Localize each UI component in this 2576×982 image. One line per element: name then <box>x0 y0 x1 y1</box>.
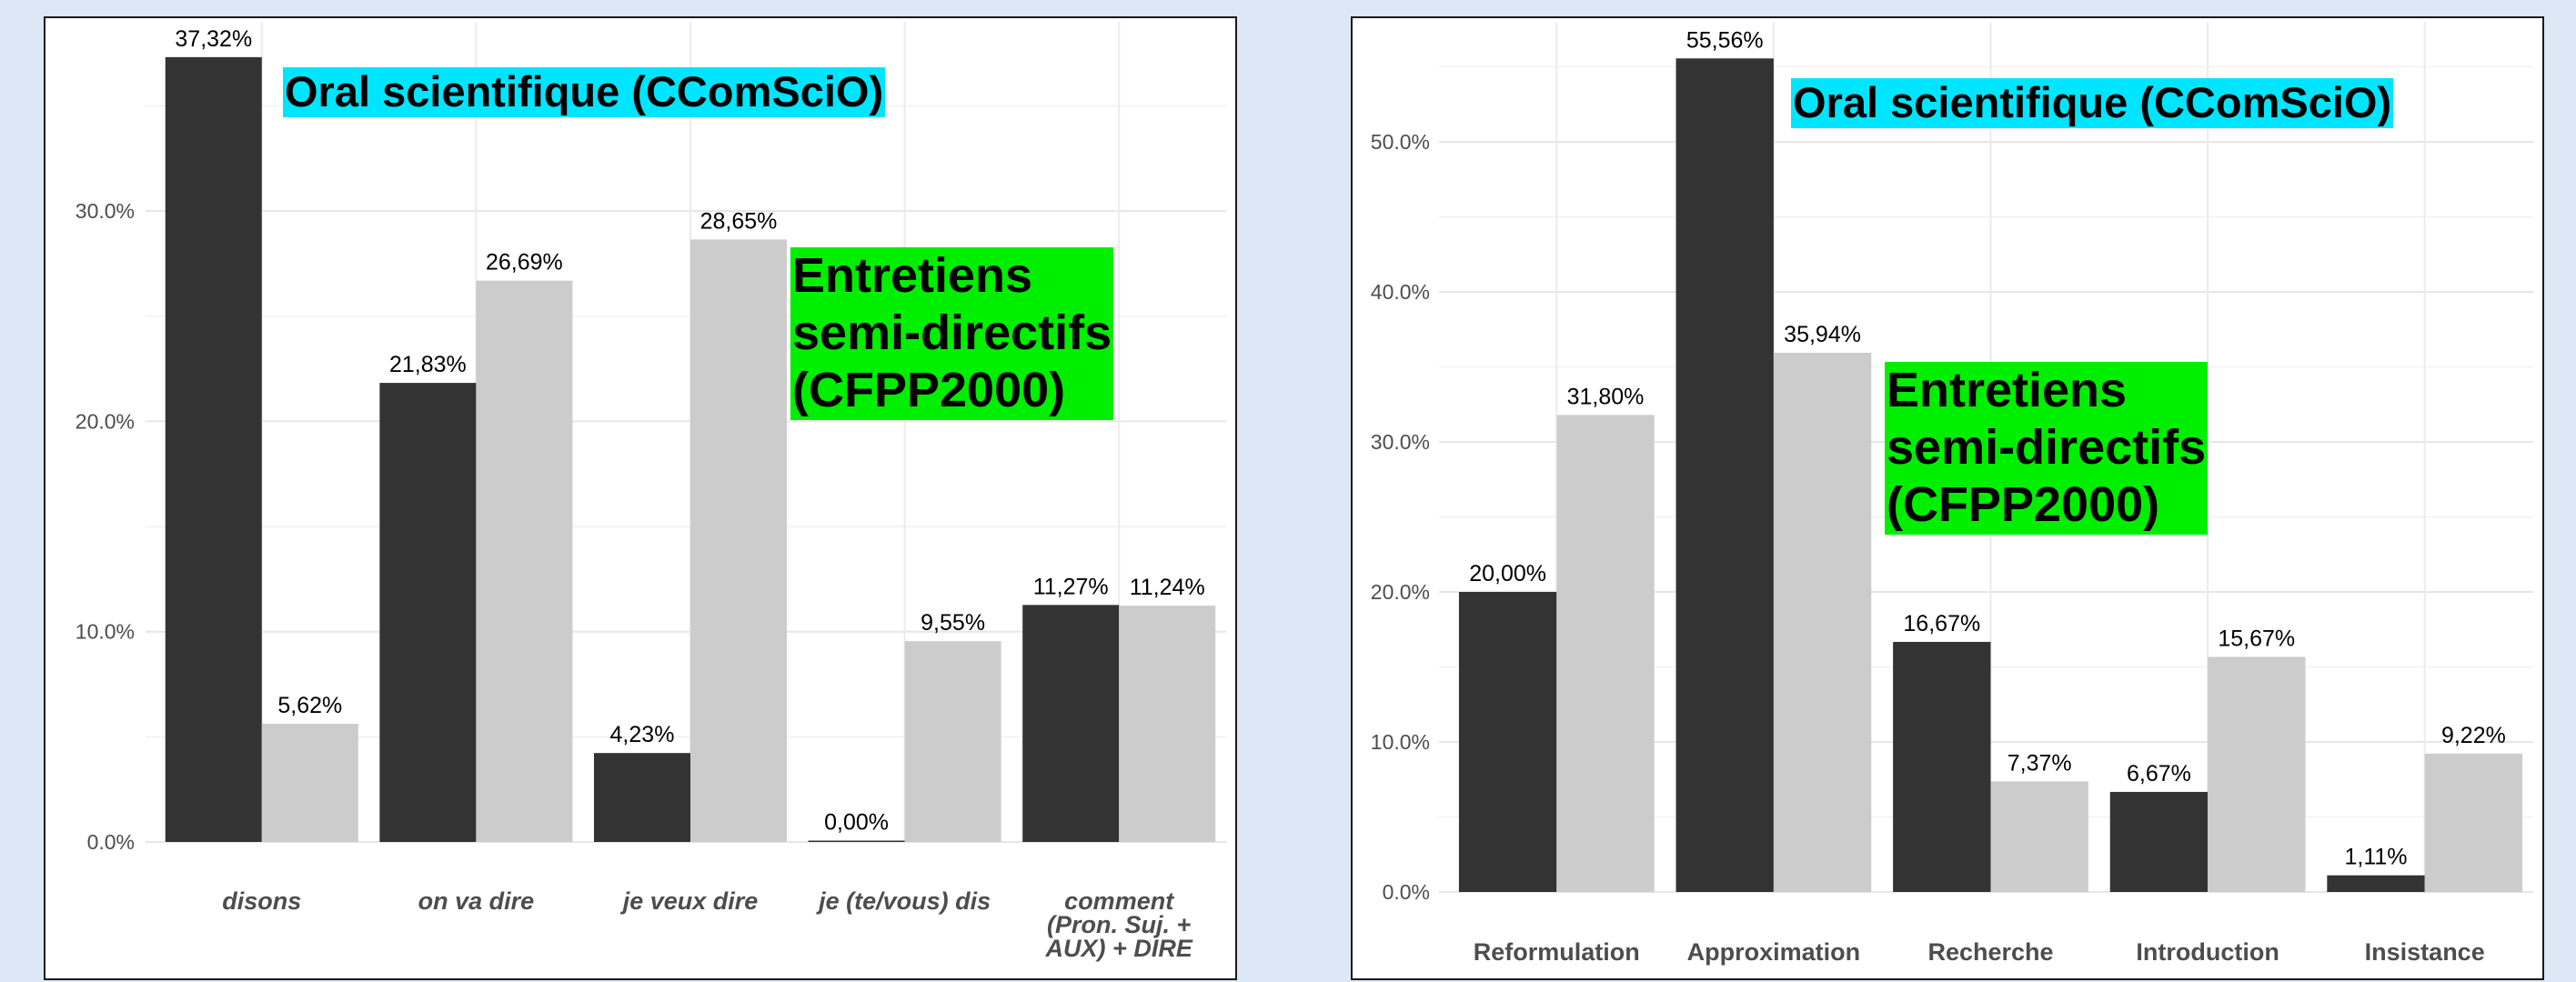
data-label: 1,11% <box>2344 845 2407 870</box>
y-tick-label: 0.0% <box>1383 880 1430 904</box>
data-label: 0,00% <box>824 810 889 836</box>
x-tick-label: je (te/vous) dis <box>816 887 991 915</box>
data-label: 11,27% <box>1033 574 1109 599</box>
chart-panel-right: 0.0% 10.0% 20.0% 30.0% 40.0% 50.0% 20,00% 55,56… <box>1351 16 2544 980</box>
x-tick-label: Approximation <box>1687 938 1861 966</box>
data-label: 11,24% <box>1130 575 1205 600</box>
bar <box>2208 656 2306 892</box>
data-label: 7,37% <box>2007 750 2072 776</box>
bar <box>1022 605 1120 842</box>
data-label: 6,67% <box>2127 761 2191 787</box>
bar <box>690 239 788 842</box>
data-label: 26,69% <box>486 250 563 276</box>
legend-label-entretiens: Entretiens semi-directifs (CFPP2000) <box>1885 362 2209 535</box>
legend-label-oral-scientifique: Oral scientifique (CComSciO) <box>283 67 886 117</box>
bar <box>808 840 905 842</box>
data-label: 15,67% <box>2218 626 2295 651</box>
bar <box>1458 592 1557 892</box>
y-tick-label: 20.0% <box>1371 580 1430 604</box>
bar <box>165 56 262 842</box>
legend-label-oral-scientifique: Oral scientifique (CComSciO) <box>1791 78 2394 128</box>
y-tick-label: 50.0% <box>1371 130 1430 154</box>
chart-svg-right: 0.0% 10.0% 20.0% 30.0% 40.0% 50.0% 20,00% 55,56… <box>1371 22 2533 966</box>
chart-panel-left: 0.0% 10.0% 20.0% 30.0% 37,32% 21,83% 4,23% 0,00… <box>44 16 1237 980</box>
x-tick-label: disons <box>222 887 301 915</box>
x-tick-label: Introduction <box>2136 938 2279 966</box>
bar <box>1556 415 1655 892</box>
data-label: 21,83% <box>389 352 467 377</box>
legend-label-entretiens: Entretiens semi-directifs (CFPP2000) <box>790 247 1114 420</box>
x-tick-label: comment (Pron. Suj. + AUX) + DIRE <box>1045 887 1193 962</box>
data-label: 4,23% <box>610 722 675 747</box>
bar <box>1990 781 2088 892</box>
x-tick-label: Insistance <box>2365 938 2485 966</box>
bar <box>1893 641 1991 892</box>
y-tick-label: 30.0% <box>75 199 135 223</box>
x-tick-label: on va dire <box>418 887 535 915</box>
data-label: 35,94% <box>1784 322 1861 347</box>
data-label: 28,65% <box>700 208 778 234</box>
data-label: 5,62% <box>277 693 342 718</box>
bar <box>593 753 690 842</box>
data-label: 31,80% <box>1567 384 1645 409</box>
data-label: 37,32% <box>175 26 252 52</box>
bar <box>2327 875 2425 892</box>
bar <box>379 383 477 842</box>
bar <box>1773 352 1872 892</box>
chart-svg-left: 0.0% 10.0% 20.0% 30.0% 37,32% 21,83% 4,23% 0,00… <box>75 22 1226 962</box>
data-label: 16,67% <box>1903 611 1980 636</box>
x-tick-label: Recherche <box>1927 938 2053 966</box>
y-tick-label: 40.0% <box>1371 280 1430 304</box>
y-tick-label: 10.0% <box>75 620 135 644</box>
bar <box>1675 58 1774 892</box>
data-label: 9,22% <box>2441 723 2506 748</box>
bar <box>2109 791 2209 892</box>
data-label: 55,56% <box>1686 27 1764 53</box>
y-tick-label: 30.0% <box>1371 430 1430 454</box>
y-tick-label: 10.0% <box>1371 730 1430 754</box>
bar <box>2424 753 2523 892</box>
bar <box>1119 606 1216 842</box>
y-tick-label: 0.0% <box>87 830 135 854</box>
y-tick-label: 20.0% <box>75 409 135 433</box>
bar <box>261 724 358 842</box>
bar <box>476 280 573 842</box>
data-label: 9,55% <box>921 610 985 636</box>
bar <box>904 641 1001 842</box>
data-label: 20,00% <box>1469 561 1546 586</box>
x-tick-label: je veux dire <box>620 887 759 915</box>
x-tick-label: Reformulation <box>1474 938 1640 966</box>
